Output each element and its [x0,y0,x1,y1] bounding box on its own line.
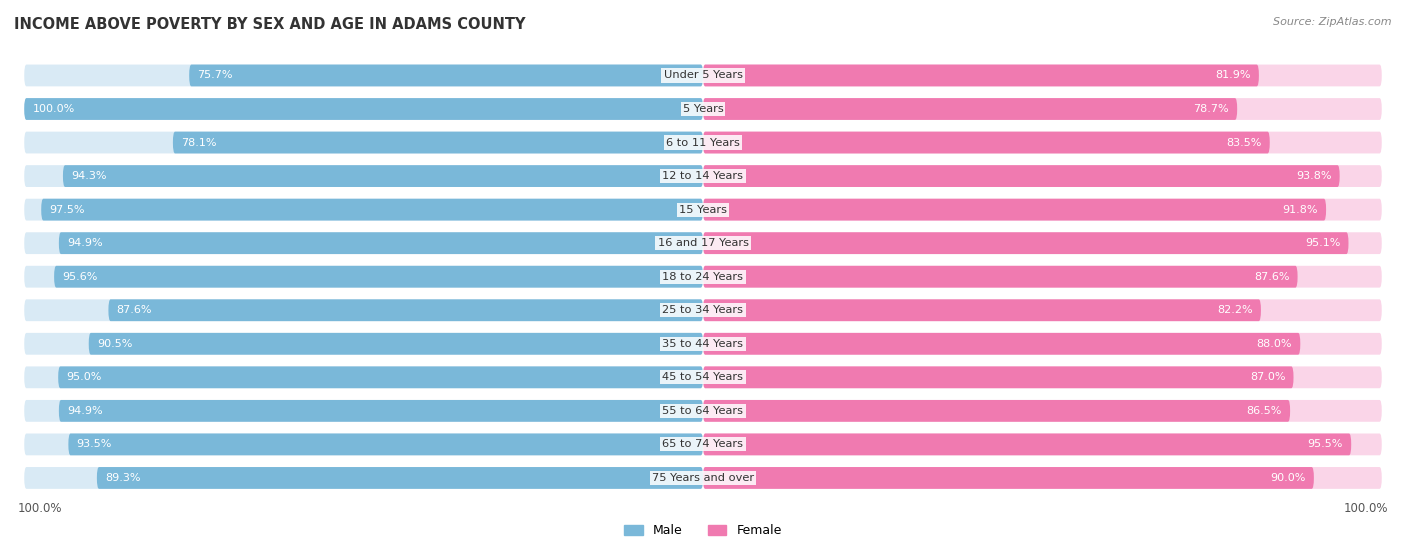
FancyBboxPatch shape [24,266,703,287]
FancyBboxPatch shape [703,233,1348,254]
FancyBboxPatch shape [703,300,1261,321]
Text: 86.5%: 86.5% [1247,406,1282,416]
Text: Source: ZipAtlas.com: Source: ZipAtlas.com [1274,17,1392,27]
FancyBboxPatch shape [703,333,1301,355]
Text: 95.6%: 95.6% [62,272,97,282]
Text: 18 to 24 Years: 18 to 24 Years [662,272,744,282]
FancyBboxPatch shape [703,98,1237,120]
Text: 93.8%: 93.8% [1296,171,1331,181]
FancyBboxPatch shape [703,266,1298,287]
FancyBboxPatch shape [703,434,1382,455]
FancyBboxPatch shape [24,131,703,154]
FancyBboxPatch shape [24,300,703,321]
FancyBboxPatch shape [53,266,703,287]
FancyBboxPatch shape [703,199,1326,221]
Text: INCOME ABOVE POVERTY BY SEX AND AGE IN ADAMS COUNTY: INCOME ABOVE POVERTY BY SEX AND AGE IN A… [14,17,526,32]
FancyBboxPatch shape [24,98,703,120]
Text: 95.5%: 95.5% [1308,439,1343,449]
Text: 55 to 64 Years: 55 to 64 Years [662,406,744,416]
FancyBboxPatch shape [24,98,703,120]
FancyBboxPatch shape [89,333,703,355]
FancyBboxPatch shape [24,233,703,254]
Text: 6 to 11 Years: 6 to 11 Years [666,138,740,148]
FancyBboxPatch shape [703,467,1313,489]
FancyBboxPatch shape [703,367,1294,388]
Text: 75.7%: 75.7% [197,70,233,80]
Text: 87.6%: 87.6% [1254,272,1289,282]
FancyBboxPatch shape [703,300,1382,321]
Text: 78.1%: 78.1% [181,138,217,148]
FancyBboxPatch shape [703,400,1382,422]
FancyBboxPatch shape [24,64,703,86]
Text: 45 to 54 Years: 45 to 54 Years [662,372,744,382]
FancyBboxPatch shape [703,266,1382,287]
Text: 97.5%: 97.5% [49,205,84,215]
FancyBboxPatch shape [24,434,703,455]
Text: 100.0%: 100.0% [1344,502,1389,515]
Text: 35 to 44 Years: 35 to 44 Years [662,339,744,349]
FancyBboxPatch shape [703,131,1270,154]
FancyBboxPatch shape [703,367,1382,388]
FancyBboxPatch shape [703,467,1382,489]
Text: Under 5 Years: Under 5 Years [664,70,742,80]
FancyBboxPatch shape [703,199,1382,221]
Text: 94.3%: 94.3% [72,171,107,181]
Text: 93.5%: 93.5% [76,439,112,449]
Text: 15 Years: 15 Years [679,205,727,215]
Text: 91.8%: 91.8% [1282,205,1317,215]
Legend: Male, Female: Male, Female [619,519,787,542]
FancyBboxPatch shape [190,64,703,86]
FancyBboxPatch shape [97,467,703,489]
FancyBboxPatch shape [703,64,1258,86]
Text: 90.0%: 90.0% [1271,473,1306,483]
FancyBboxPatch shape [59,400,703,422]
FancyBboxPatch shape [41,199,703,221]
Text: 12 to 14 Years: 12 to 14 Years [662,171,744,181]
Text: 100.0%: 100.0% [32,104,75,114]
FancyBboxPatch shape [24,467,703,489]
FancyBboxPatch shape [703,434,1351,455]
Text: 82.2%: 82.2% [1218,305,1253,315]
Text: 16 and 17 Years: 16 and 17 Years [658,238,748,248]
Text: 100.0%: 100.0% [17,502,62,515]
Text: 90.5%: 90.5% [97,339,132,349]
FancyBboxPatch shape [58,367,703,388]
FancyBboxPatch shape [108,300,703,321]
FancyBboxPatch shape [703,131,1382,154]
Text: 78.7%: 78.7% [1194,104,1229,114]
Text: 81.9%: 81.9% [1215,70,1251,80]
Text: 75 Years and over: 75 Years and over [652,473,754,483]
FancyBboxPatch shape [703,400,1291,422]
Text: 95.0%: 95.0% [66,372,101,382]
Text: 25 to 34 Years: 25 to 34 Years [662,305,744,315]
FancyBboxPatch shape [24,333,703,355]
FancyBboxPatch shape [24,400,703,422]
FancyBboxPatch shape [24,199,703,221]
Text: 87.0%: 87.0% [1250,372,1285,382]
Text: 95.1%: 95.1% [1305,238,1340,248]
Text: 65 to 74 Years: 65 to 74 Years [662,439,744,449]
Text: 88.0%: 88.0% [1257,339,1292,349]
FancyBboxPatch shape [173,131,703,154]
FancyBboxPatch shape [703,98,1382,120]
FancyBboxPatch shape [24,367,703,388]
FancyBboxPatch shape [63,165,703,187]
FancyBboxPatch shape [703,165,1382,187]
Text: 94.9%: 94.9% [67,238,103,248]
FancyBboxPatch shape [59,233,703,254]
Text: 83.5%: 83.5% [1226,138,1261,148]
Text: 5 Years: 5 Years [683,104,723,114]
FancyBboxPatch shape [703,64,1382,86]
FancyBboxPatch shape [703,333,1382,355]
Text: 89.3%: 89.3% [105,473,141,483]
FancyBboxPatch shape [24,165,703,187]
FancyBboxPatch shape [703,165,1340,187]
Text: 87.6%: 87.6% [117,305,152,315]
FancyBboxPatch shape [703,233,1382,254]
Text: 94.9%: 94.9% [67,406,103,416]
FancyBboxPatch shape [69,434,703,455]
